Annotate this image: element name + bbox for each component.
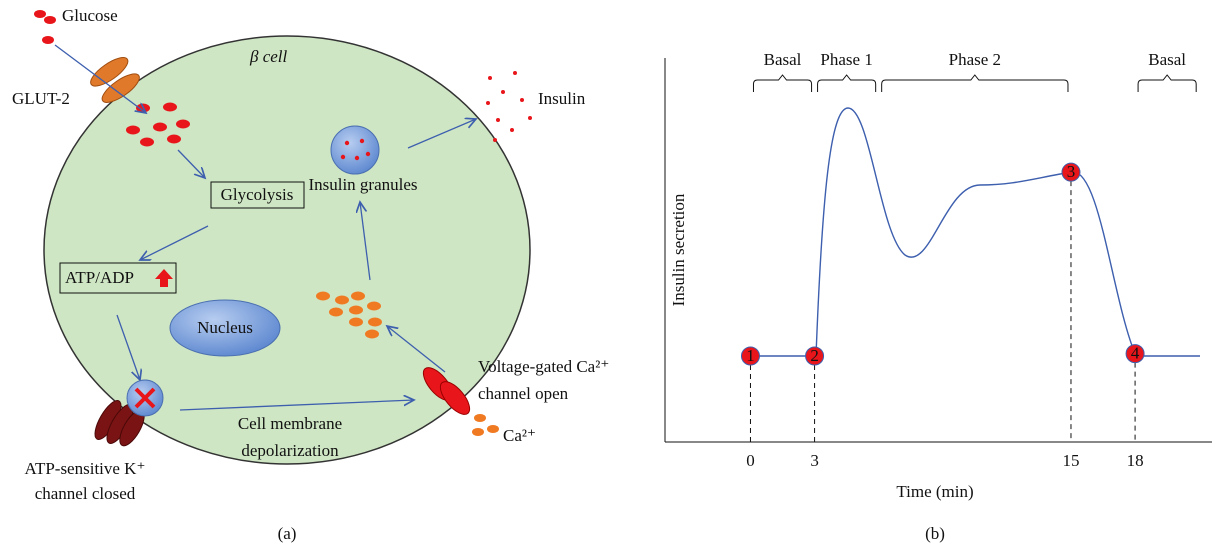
ca-channel-label: Voltage-gated Ca²⁺ xyxy=(478,357,609,376)
panel-a: β cell Glucose GLUT-2 Glycolysis ATP/ADP… xyxy=(12,6,609,543)
x-tick-label: 15 xyxy=(1062,451,1079,470)
phase-bracket xyxy=(818,75,876,92)
cell-label: β cell xyxy=(249,47,288,66)
k-channel-label: ATP-sensitive K⁺ xyxy=(25,459,146,478)
secretion-curve xyxy=(752,108,1200,356)
panel-label: (b) xyxy=(925,524,945,543)
nucleus-label: Nucleus xyxy=(197,318,253,337)
depolarization-label: depolarization xyxy=(241,441,339,460)
phase-label: Phase 1 xyxy=(820,50,872,69)
x-tick-label: 3 xyxy=(810,451,819,470)
phase-bracket xyxy=(1138,75,1196,92)
phase-label: Basal xyxy=(1148,50,1186,69)
marker-label: 3 xyxy=(1067,162,1076,181)
calcium-label: Ca²⁺ xyxy=(503,426,536,445)
marker-label: 4 xyxy=(1131,344,1140,363)
panel-b: Insulin secretion Time (min) (b) 0 3 15 18 B… xyxy=(665,50,1212,543)
glycolysis-label: Glycolysis xyxy=(221,185,294,204)
glut2-label: GLUT-2 xyxy=(12,89,70,108)
y-axis-label: Insulin secretion xyxy=(669,193,688,306)
insulin-granule xyxy=(331,126,379,174)
atp-label: ATP/ADP xyxy=(65,268,134,287)
figure: β cell Glucose GLUT-2 Glycolysis ATP/ADP… xyxy=(0,0,1218,550)
marker-label: 2 xyxy=(810,346,819,365)
phase-bracket xyxy=(753,75,811,92)
phase-label: Basal xyxy=(764,50,802,69)
panel-label: (a) xyxy=(278,524,297,543)
glucose-label: Glucose xyxy=(62,6,118,25)
phase-bracket xyxy=(882,75,1068,92)
x-tick-label: 0 xyxy=(746,451,755,470)
x-tick-label: 18 xyxy=(1127,451,1144,470)
insulin-granules-label: Insulin granules xyxy=(308,175,417,194)
depolarization-label: Cell membrane xyxy=(238,414,342,433)
marker-label: 1 xyxy=(746,346,755,365)
insulin-label: Insulin xyxy=(538,89,586,108)
ca-channel-label: channel open xyxy=(478,384,569,403)
k-channel-label: channel closed xyxy=(35,484,136,503)
x-axis-label: Time (min) xyxy=(896,482,973,501)
phase-label: Phase 2 xyxy=(949,50,1001,69)
